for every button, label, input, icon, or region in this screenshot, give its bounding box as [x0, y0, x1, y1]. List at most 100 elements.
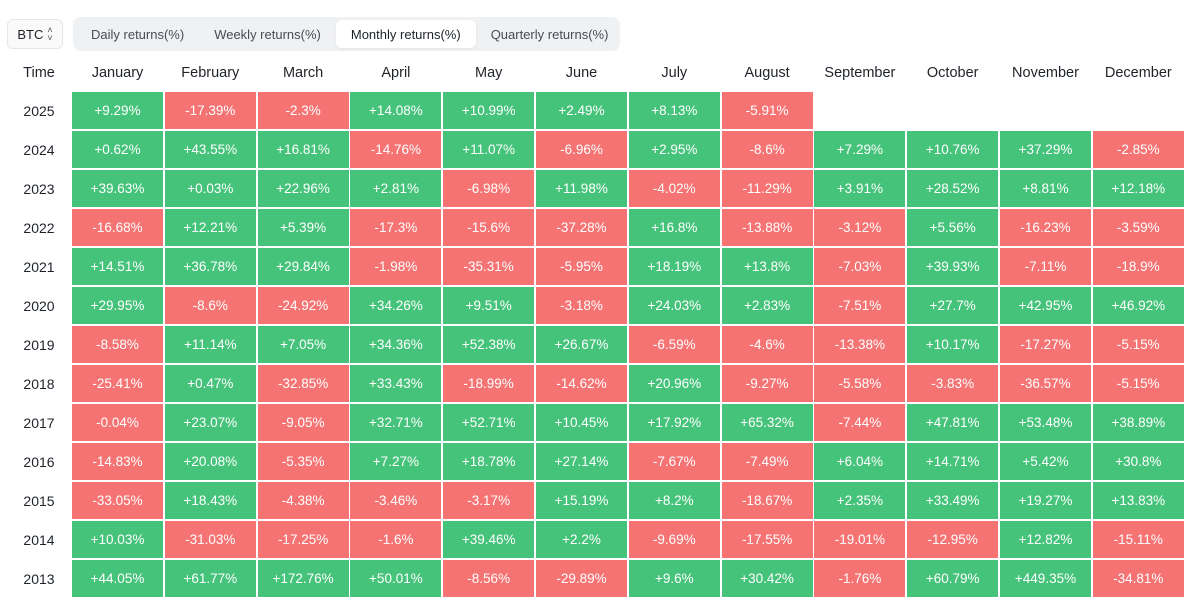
return-cell[interactable]: +12.21%: [164, 209, 256, 246]
return-cell[interactable]: -37.28%: [536, 209, 627, 246]
return-cell[interactable]: -7.11%: [1000, 248, 1091, 285]
return-cell[interactable]: -7.51%: [814, 287, 906, 324]
return-cell[interactable]: +8.81%: [1000, 170, 1091, 207]
tab-daily-returns[interactable]: Daily returns(%): [91, 26, 185, 42]
return-cell[interactable]: +20.96%: [628, 365, 720, 402]
return-cell[interactable]: +14.51%: [72, 248, 163, 285]
return-cell[interactable]: +39.63%: [72, 170, 163, 207]
return-cell[interactable]: -15.6%: [443, 209, 535, 246]
return-cell[interactable]: -18.9%: [1092, 248, 1184, 285]
return-cell[interactable]: -9.69%: [628, 521, 720, 558]
return-cell[interactable]: +14.08%: [350, 92, 442, 129]
return-cell[interactable]: +34.36%: [350, 326, 442, 363]
return-cell[interactable]: +39.93%: [907, 248, 999, 285]
return-cell[interactable]: -6.96%: [536, 131, 627, 168]
return-cell[interactable]: +52.71%: [443, 404, 535, 441]
return-cell[interactable]: -29.89%: [536, 560, 627, 597]
return-cell[interactable]: +18.19%: [628, 248, 720, 285]
return-cell[interactable]: -2.85%: [1092, 131, 1184, 168]
return-cell[interactable]: -7.67%: [628, 443, 720, 480]
return-cell[interactable]: -12.95%: [907, 521, 999, 558]
return-cell[interactable]: -14.62%: [536, 365, 627, 402]
return-cell[interactable]: -13.38%: [814, 326, 906, 363]
return-cell[interactable]: -5.58%: [814, 365, 906, 402]
return-cell[interactable]: +5.39%: [257, 209, 349, 246]
return-cell[interactable]: -2.3%: [257, 92, 349, 129]
return-cell[interactable]: +16.8%: [628, 209, 720, 246]
return-cell[interactable]: -6.98%: [443, 170, 535, 207]
return-cell[interactable]: +9.29%: [72, 92, 163, 129]
return-cell[interactable]: +43.55%: [164, 131, 256, 168]
return-cell[interactable]: -17.39%: [164, 92, 256, 129]
return-cell[interactable]: -13.88%: [721, 209, 813, 246]
return-cell[interactable]: +2.35%: [814, 482, 906, 519]
return-cell[interactable]: -7.49%: [721, 443, 813, 480]
return-cell[interactable]: -3.59%: [1092, 209, 1184, 246]
return-cell[interactable]: +0.03%: [164, 170, 256, 207]
return-cell[interactable]: +30.42%: [721, 560, 813, 597]
return-cell[interactable]: +10.17%: [907, 326, 999, 363]
return-cell[interactable]: +0.62%: [72, 131, 163, 168]
return-cell[interactable]: -1.98%: [350, 248, 442, 285]
return-cell[interactable]: -17.3%: [350, 209, 442, 246]
return-cell[interactable]: +23.07%: [164, 404, 256, 441]
return-cell[interactable]: +449.35%: [1000, 560, 1091, 597]
return-cell[interactable]: +33.43%: [350, 365, 442, 402]
return-cell[interactable]: +12.82%: [1000, 521, 1091, 558]
return-cell[interactable]: +42.95%: [1000, 287, 1091, 324]
return-cell[interactable]: +22.96%: [257, 170, 349, 207]
return-cell[interactable]: +29.95%: [72, 287, 163, 324]
return-cell[interactable]: -8.56%: [443, 560, 535, 597]
return-cell[interactable]: -4.02%: [628, 170, 720, 207]
return-cell[interactable]: +47.81%: [907, 404, 999, 441]
return-cell[interactable]: -19.01%: [814, 521, 906, 558]
return-cell[interactable]: -5.95%: [536, 248, 627, 285]
return-cell[interactable]: -5.91%: [721, 92, 813, 129]
return-cell[interactable]: -35.31%: [443, 248, 535, 285]
return-cell[interactable]: +13.83%: [1092, 482, 1184, 519]
return-cell[interactable]: -14.83%: [72, 443, 163, 480]
return-cell[interactable]: +12.18%: [1092, 170, 1184, 207]
return-cell[interactable]: +0.47%: [164, 365, 256, 402]
return-cell[interactable]: -9.05%: [257, 404, 349, 441]
return-cell[interactable]: +2.2%: [536, 521, 627, 558]
return-cell[interactable]: -36.57%: [1000, 365, 1091, 402]
return-cell[interactable]: -18.67%: [721, 482, 813, 519]
return-cell[interactable]: +8.13%: [628, 92, 720, 129]
return-cell[interactable]: -18.99%: [443, 365, 535, 402]
return-cell[interactable]: +172.76%: [257, 560, 349, 597]
return-cell[interactable]: +28.52%: [907, 170, 999, 207]
return-cell[interactable]: +2.49%: [536, 92, 627, 129]
return-cell[interactable]: +32.71%: [350, 404, 442, 441]
return-cell[interactable]: +8.2%: [628, 482, 720, 519]
return-cell[interactable]: +13.8%: [721, 248, 813, 285]
return-cell[interactable]: +24.03%: [628, 287, 720, 324]
return-cell[interactable]: -17.27%: [1000, 326, 1091, 363]
return-cell[interactable]: -5.15%: [1092, 365, 1184, 402]
return-cell[interactable]: +53.48%: [1000, 404, 1091, 441]
return-cell[interactable]: +11.98%: [536, 170, 627, 207]
return-cell[interactable]: -32.85%: [257, 365, 349, 402]
return-cell[interactable]: -6.59%: [628, 326, 720, 363]
return-cell[interactable]: -24.92%: [257, 287, 349, 324]
return-cell[interactable]: +10.99%: [443, 92, 535, 129]
return-cell[interactable]: -8.6%: [721, 131, 813, 168]
return-cell[interactable]: +11.07%: [443, 131, 535, 168]
return-cell[interactable]: +29.84%: [257, 248, 349, 285]
return-cell[interactable]: +26.67%: [536, 326, 627, 363]
return-cell[interactable]: -16.68%: [72, 209, 163, 246]
return-cell[interactable]: -8.6%: [164, 287, 256, 324]
return-cell[interactable]: +14.71%: [907, 443, 999, 480]
return-cell[interactable]: -16.23%: [1000, 209, 1091, 246]
return-cell[interactable]: +10.76%: [907, 131, 999, 168]
return-cell[interactable]: +10.45%: [536, 404, 627, 441]
return-cell[interactable]: +5.42%: [1000, 443, 1091, 480]
asset-select[interactable]: BTC ˄ ˅: [7, 19, 63, 49]
return-cell[interactable]: +2.95%: [628, 131, 720, 168]
return-cell[interactable]: -5.15%: [1092, 326, 1184, 363]
return-cell[interactable]: -14.76%: [350, 131, 442, 168]
return-cell[interactable]: -0.04%: [72, 404, 163, 441]
return-cell[interactable]: -31.03%: [164, 521, 256, 558]
return-cell[interactable]: +7.27%: [350, 443, 442, 480]
return-cell[interactable]: +19.27%: [1000, 482, 1091, 519]
